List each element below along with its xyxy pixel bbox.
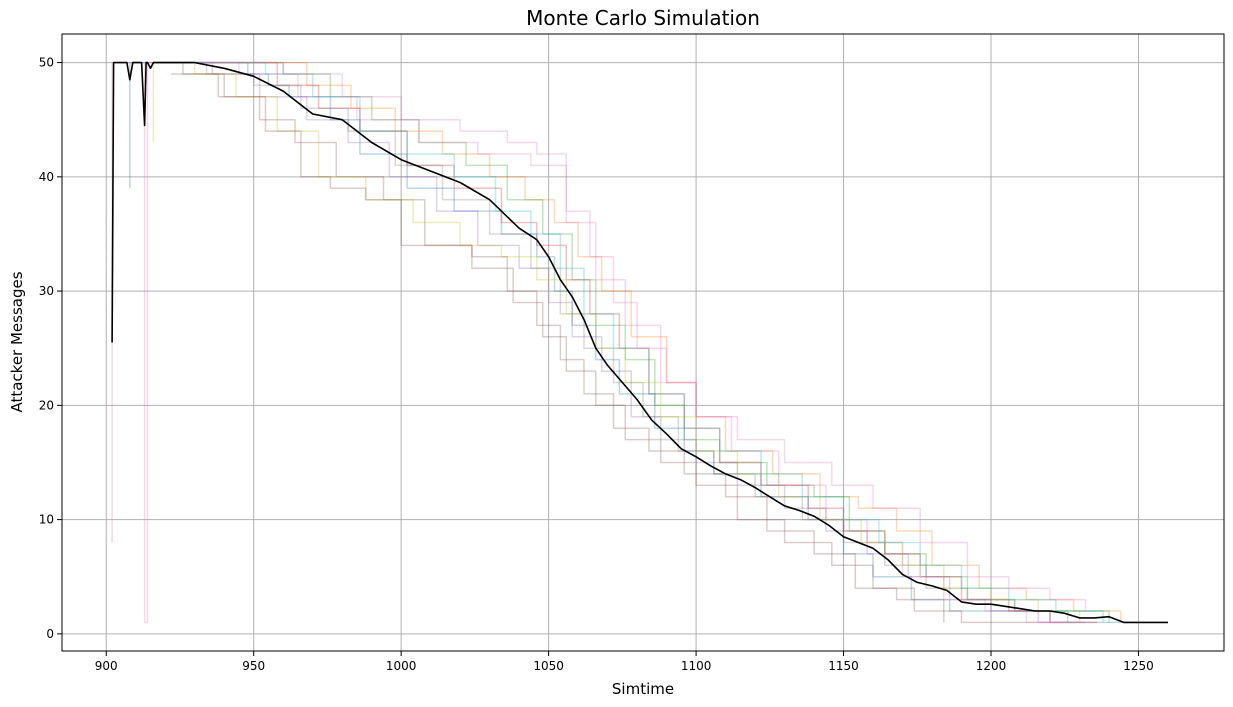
x-tick-label: 1150 [828, 659, 859, 673]
run-series-line-6 [159, 61, 1050, 624]
x-tick-label: 1000 [386, 659, 417, 673]
run-series-line-4 [156, 61, 1098, 624]
y-tick-label: 50 [39, 56, 54, 70]
run-series-line-5 [159, 61, 1086, 624]
run-series-line-10 [159, 61, 1104, 623]
x-tick-label: 1050 [533, 659, 564, 673]
y-tick-label: 40 [39, 170, 54, 184]
x-tick-label: 1100 [681, 659, 712, 673]
run-series-line-1 [129, 61, 1139, 624]
y-tick-label: 0 [46, 627, 54, 641]
y-axis-label: Attacker Messages [8, 271, 26, 412]
grid [62, 34, 1224, 651]
run-series-line-3 [153, 61, 1110, 623]
run-series-line-8 [159, 61, 1069, 623]
x-tick-label: 1200 [976, 659, 1007, 673]
plot-frame [61, 33, 1225, 652]
series-group [111, 61, 1168, 624]
y-tick-label: 20 [39, 398, 54, 412]
x-tick-label: 900 [95, 659, 118, 673]
chart-title: Monte Carlo Simulation [526, 6, 760, 30]
run-series-line-2 [150, 61, 1122, 623]
x-tick-label: 1250 [1123, 659, 1154, 673]
ticks: 900 950 1000 1050 1100 1150 1200 1250 0 10 20 30 40 5… [39, 56, 1154, 673]
x-axis-label: Simtime [612, 680, 674, 698]
x-tick-label: 950 [242, 659, 265, 673]
y-tick-label: 10 [39, 513, 54, 527]
run-series-line-11 [171, 73, 945, 623]
y-tick-label: 30 [39, 284, 54, 298]
mean-series-line [111, 61, 1168, 624]
run-series-line-12 [165, 61, 1087, 611]
